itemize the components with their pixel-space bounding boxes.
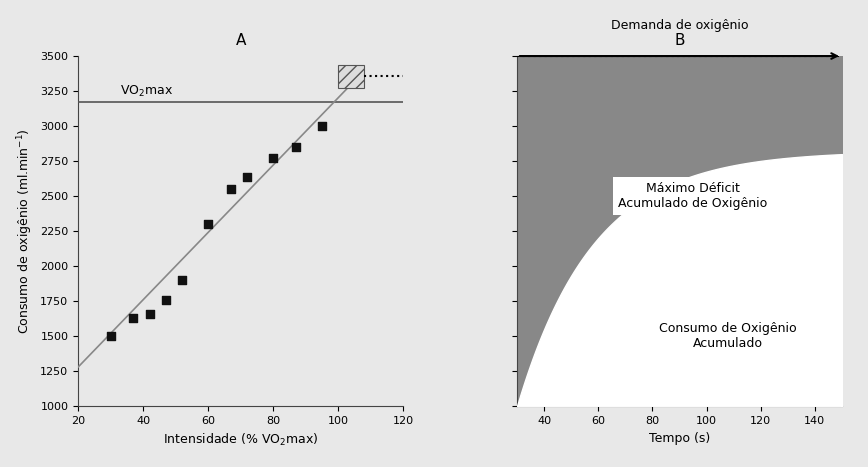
X-axis label: Intensidade (% VO$_2$max): Intensidade (% VO$_2$max) — [163, 432, 319, 448]
Point — [224, 185, 238, 193]
Text: Consumo de Oxigênio
Acumulado: Consumo de Oxigênio Acumulado — [660, 322, 797, 350]
Point — [315, 122, 329, 130]
Text: VO$_2$max: VO$_2$max — [121, 84, 174, 99]
Point — [103, 333, 117, 340]
Point — [159, 296, 173, 304]
Text: Máximo Déficit
Acumulado de Oxigênio: Máximo Déficit Acumulado de Oxigênio — [618, 182, 767, 210]
Point — [240, 173, 254, 180]
X-axis label: Tempo (s): Tempo (s) — [648, 432, 710, 445]
Title: A: A — [235, 33, 246, 48]
Y-axis label: Consumo de oxigênio (ml.min$^{-1}$): Consumo de oxigênio (ml.min$^{-1}$) — [15, 128, 35, 334]
Title: B: B — [674, 33, 685, 48]
Text: Demanda de oxigênio: Demanda de oxigênio — [611, 19, 748, 31]
Point — [289, 143, 303, 151]
Point — [127, 314, 141, 322]
Point — [175, 276, 189, 284]
Bar — [339, 65, 365, 88]
Point — [266, 155, 280, 162]
Point — [201, 220, 215, 228]
Point — [142, 310, 156, 318]
